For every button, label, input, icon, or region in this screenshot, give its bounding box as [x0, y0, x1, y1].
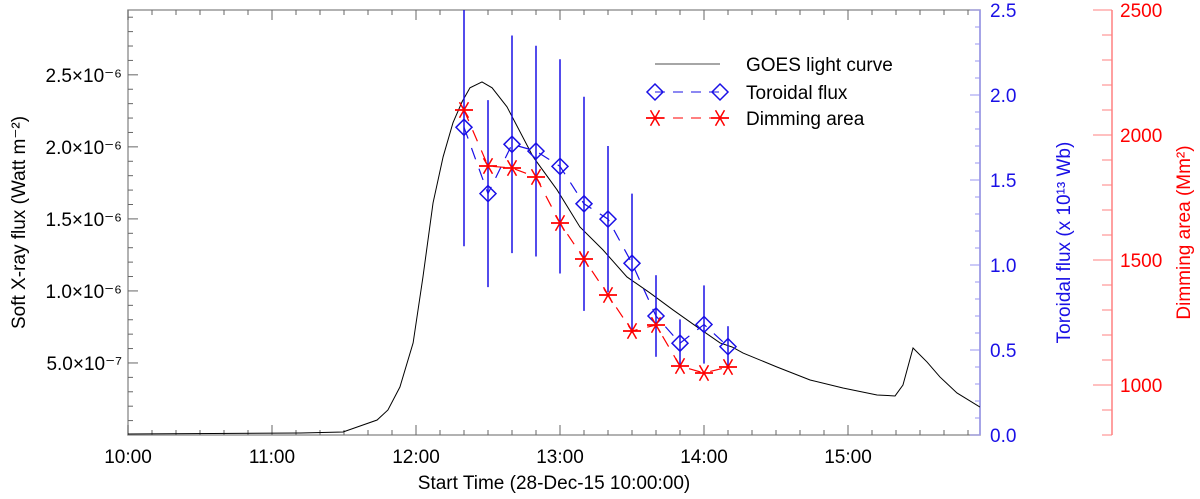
legend-label: Dimming area	[746, 109, 865, 130]
legend: GOES light curve Toroidal flux Dimming are…	[645, 55, 893, 130]
y-blue-tick-label: 0.0	[990, 426, 1016, 447]
x-axis-label: Start Time (28-Dec-15 10:00:00)	[418, 473, 690, 494]
dimming-area-point	[503, 159, 521, 177]
dimming-area-point	[479, 157, 497, 175]
toroidal-flux-point	[502, 135, 522, 154]
y-left-tick-label: 2.0×10⁻⁶	[46, 138, 123, 159]
toroidal-flux-point	[574, 194, 594, 213]
goes-light-curve	[128, 81, 980, 435]
x-tick-label: 11:00	[249, 447, 295, 468]
dimming-area-point	[575, 250, 593, 268]
toroidal-flux-point	[550, 157, 570, 176]
toroidal-flux-point	[526, 142, 546, 161]
legend-dimming-marker	[711, 109, 729, 127]
dimming-area-point	[647, 316, 665, 334]
y-left-tick-label: 2.5×10⁻⁶	[46, 66, 123, 87]
legend-dimming-marker	[646, 109, 664, 127]
y-blue-tick-label: 2.5	[990, 1, 1016, 22]
x-tick-label: 12:00	[392, 447, 440, 468]
legend-label: Toroidal flux	[746, 83, 848, 104]
toroidal-flux-line	[463, 127, 729, 348]
y-red-axis-label: Dimming area (Mm²)	[1174, 145, 1195, 319]
y-red-tick-label: 2000	[1120, 126, 1162, 147]
toroidal-flux-point	[670, 334, 690, 353]
dimming-area-point	[599, 286, 617, 304]
y-red-tick-label: 1000	[1120, 376, 1162, 397]
toroidal-flux-point	[694, 315, 714, 334]
dimming-area-point	[695, 364, 713, 382]
y-blue-tick-label: 1.0	[990, 256, 1016, 277]
y-blue-tick-label: 0.5	[990, 341, 1016, 362]
dimming-area-point	[551, 214, 569, 232]
y-blue-tick-label: 2.0	[990, 86, 1016, 107]
y-left-tick-label: 1.0×10⁻⁶	[46, 282, 123, 303]
y-left-tick-label: 1.5×10⁻⁶	[46, 210, 123, 231]
dimming-area-point	[719, 358, 737, 376]
x-tick-label: 13:00	[536, 447, 584, 468]
toroidal-flux-point	[718, 337, 738, 356]
y-left-tick-label: 5.0×10⁻⁷	[46, 354, 122, 375]
dimming-area-point	[455, 101, 473, 119]
plot-area	[128, 10, 980, 435]
y-blue-axis-label: Toroidal flux (x 10¹³ Wb)	[1054, 142, 1075, 344]
y-red-tick-label: 2500	[1120, 1, 1162, 22]
y-left-axis-label: Soft X-ray flux (Watt m⁻²)	[9, 116, 30, 329]
dimming-area-line	[463, 109, 729, 374]
legend-toroidal-marker	[645, 82, 665, 102]
toroidal-flux-point	[454, 118, 474, 137]
dimming-area-point	[623, 322, 641, 340]
legend-toroidal-marker	[710, 82, 730, 102]
dimming-area-point	[527, 168, 545, 186]
x-tick-label: 14:00	[680, 447, 728, 468]
dimming-area-point	[671, 357, 689, 375]
toroidal-flux-point	[598, 210, 618, 229]
x-tick-label: 15:00	[824, 447, 872, 468]
toroidal-flux-point	[478, 184, 498, 203]
toroidal-flux-point	[622, 254, 642, 273]
legend-label: GOES light curve	[746, 55, 893, 76]
y-blue-tick-label: 1.5	[990, 171, 1016, 192]
y-red-tick-label: 1500	[1120, 251, 1162, 272]
x-tick-label: 10:00	[104, 447, 152, 468]
